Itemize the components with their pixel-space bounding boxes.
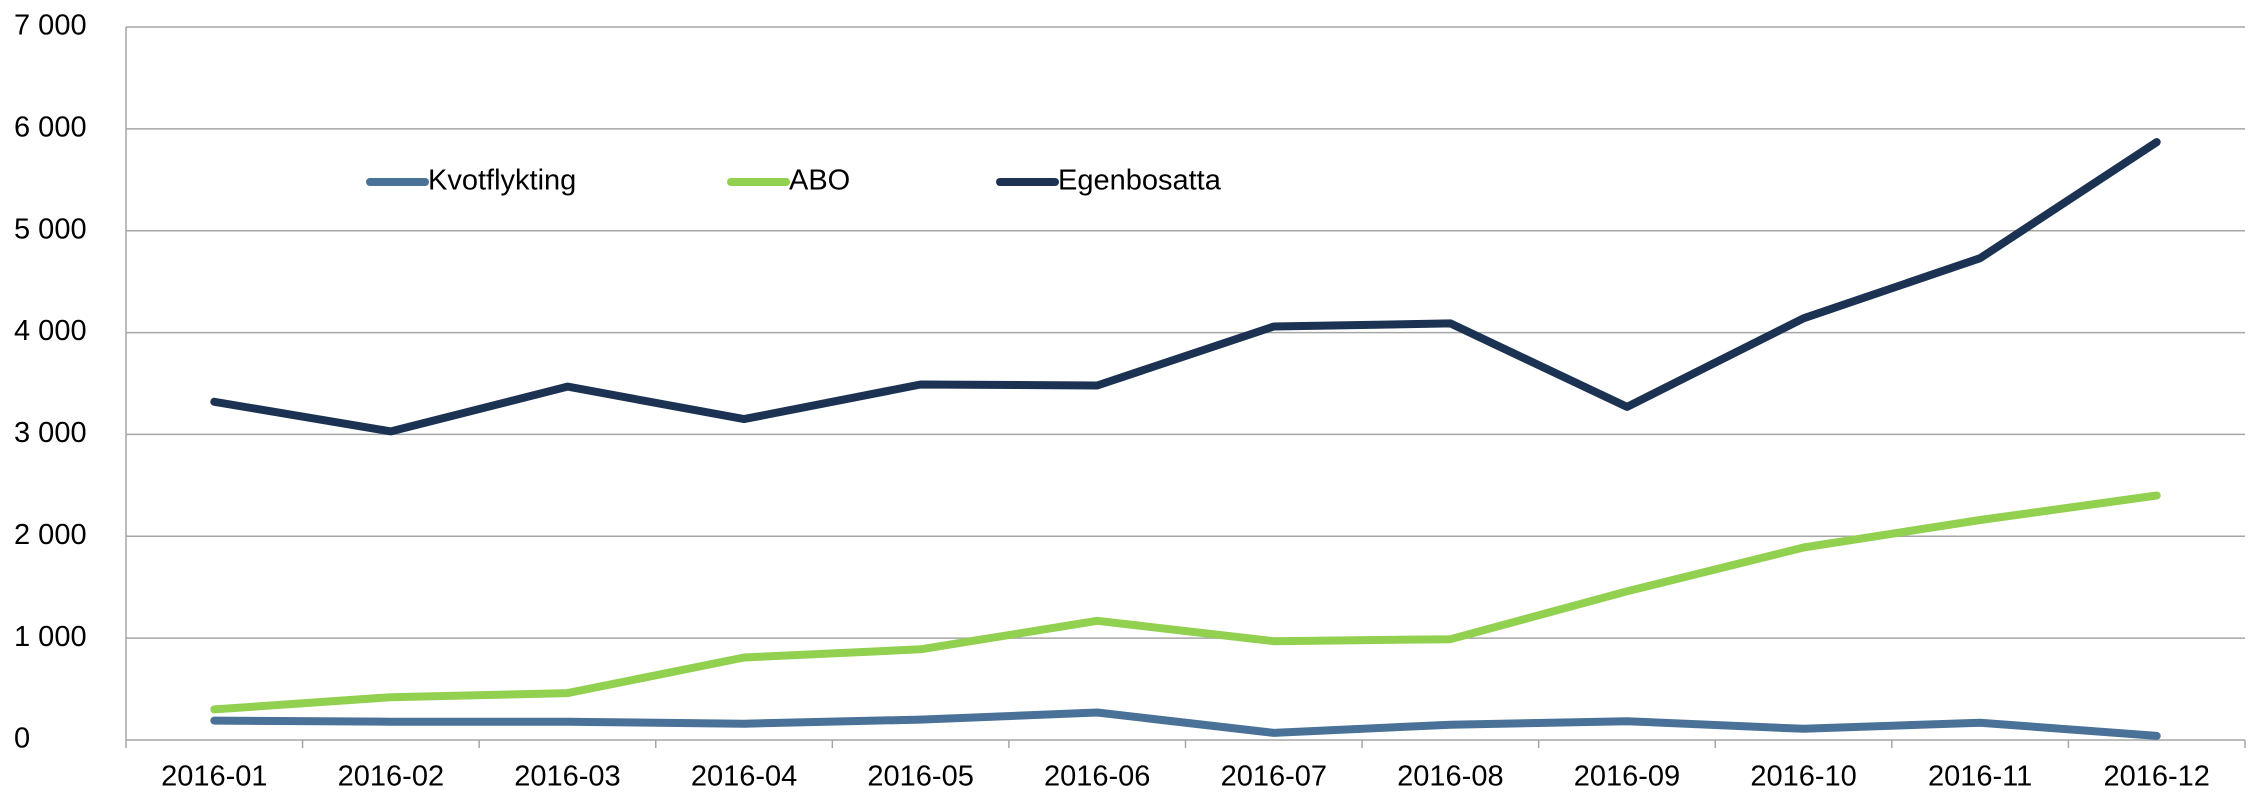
y-tick-label: 0 <box>14 723 30 755</box>
y-tick-label: 5 000 <box>14 213 87 245</box>
y-tick-label: 1 000 <box>14 621 87 653</box>
y-tick-label: 4 000 <box>14 315 87 347</box>
x-tick-label: 2016-12 <box>2103 761 2209 792</box>
series-line <box>210 138 2161 436</box>
x-tick-label: 2016-01 <box>161 761 267 792</box>
x-tick-label: 2016-04 <box>691 761 797 792</box>
x-tick-label: 2016-03 <box>514 761 620 792</box>
series-line <box>210 708 2161 740</box>
x-tick-label: 2016-09 <box>1574 761 1680 792</box>
series-line <box>210 491 2161 714</box>
y-tick-label: 6 000 <box>14 112 87 144</box>
y-tick-label: 2 000 <box>14 519 87 551</box>
x-tick-label: 2016-10 <box>1750 761 1856 792</box>
y-tick-label: 3 000 <box>14 417 87 449</box>
x-tick-label: 2016-02 <box>338 761 444 792</box>
x-tick-label: 2016-05 <box>867 761 973 792</box>
y-tick-label: 7 000 <box>14 10 87 42</box>
legend-label: ABO <box>789 165 850 197</box>
x-tick-label: 2016-08 <box>1397 761 1503 792</box>
x-tick-label: 2016-07 <box>1221 761 1327 792</box>
legend-label: Egenbosatta <box>1058 165 1222 197</box>
legend-label: Kvotflykting <box>428 165 576 197</box>
x-tick-label: 2016-11 <box>1928 761 2032 792</box>
x-tick-label: 2016-06 <box>1044 761 1150 792</box>
